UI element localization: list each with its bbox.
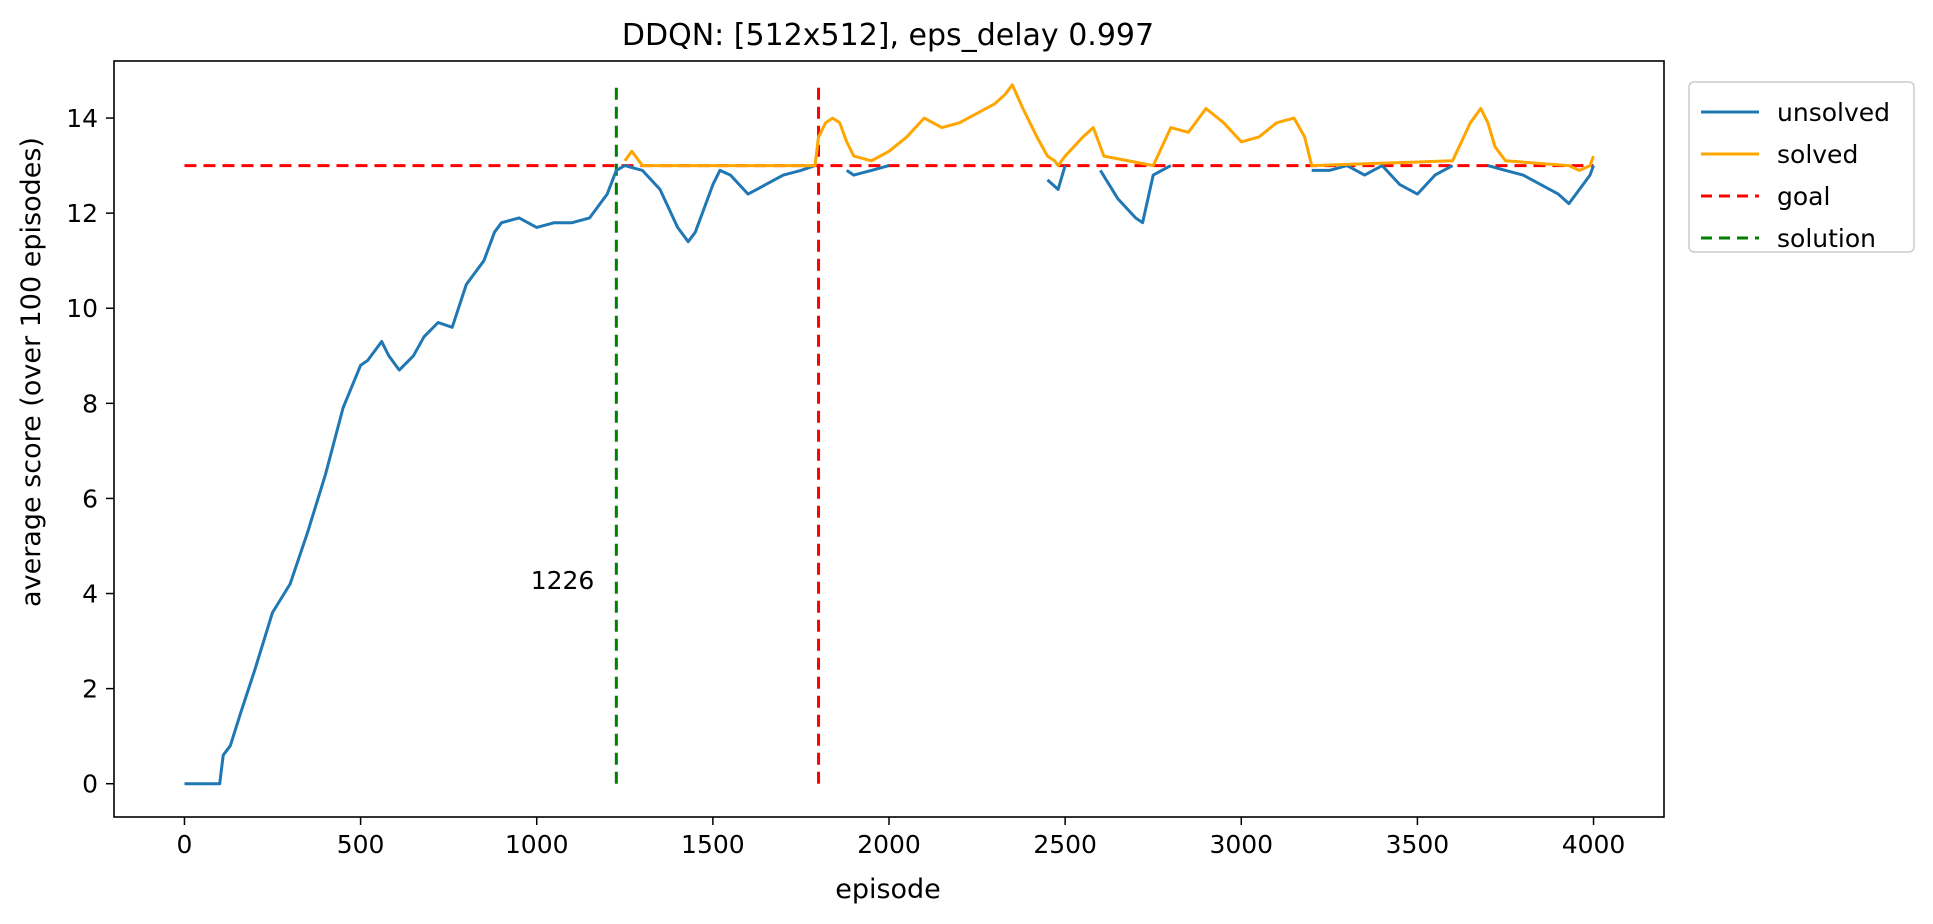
unsolved-series-line <box>1311 164 1454 196</box>
x-tick-label: 1500 <box>681 830 745 859</box>
solution-episode-annotation: 1226 <box>531 566 595 595</box>
y-tick-label: 10 <box>66 294 98 323</box>
y-tick-label: 2 <box>82 675 98 704</box>
x-tick-label: 2000 <box>857 830 921 859</box>
legend: unsolved solved goal solution <box>1688 81 1915 253</box>
y-tick-label: 4 <box>82 580 98 609</box>
unsolved-series-line <box>1487 164 1595 206</box>
solved-series-line <box>623 83 1595 172</box>
x-axis-label: episode <box>835 874 941 905</box>
legend-box <box>1688 81 1915 253</box>
x-axis-ticks: 0 500 1000 1500 2000 2500 3000 3500 4000 <box>177 817 1626 859</box>
legend-label-unsolved: unsolved <box>1777 98 1890 127</box>
y-axis-label: average score (over 100 episodes) <box>16 137 47 607</box>
legend-label-solved: solved <box>1777 140 1858 169</box>
x-tick-label: 500 <box>337 830 385 859</box>
x-tick-label: 3500 <box>1386 830 1450 859</box>
y-tick-label: 14 <box>66 104 98 133</box>
x-tick-label: 3000 <box>1209 830 1273 859</box>
chart-title: DDQN: [512x512], eps_delay 0.997 <box>622 18 1154 53</box>
y-tick-label: 8 <box>82 389 98 418</box>
unsolved-series-line <box>1099 164 1172 225</box>
y-axis-ticks: 0 2 4 6 8 10 12 14 <box>66 104 114 799</box>
annotations: 1226 <box>531 566 595 595</box>
unsolved-series-line <box>1046 165 1067 191</box>
x-tick-label: 1000 <box>505 830 569 859</box>
y-tick-label: 0 <box>82 770 98 799</box>
x-tick-label: 2500 <box>1033 830 1097 859</box>
unsolved-series-line <box>184 164 816 786</box>
y-tick-label: 12 <box>66 199 98 228</box>
y-tick-label: 6 <box>82 484 98 513</box>
legend-label-solution: solution <box>1777 224 1876 253</box>
legend-label-goal: goal <box>1777 182 1830 211</box>
x-tick-label: 0 <box>177 830 193 859</box>
unsolved-series-line <box>845 164 890 177</box>
x-tick-label: 4000 <box>1562 830 1626 859</box>
